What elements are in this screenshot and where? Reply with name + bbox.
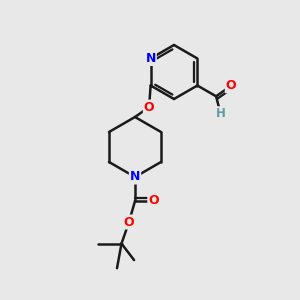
Text: N: N xyxy=(130,170,140,184)
Text: O: O xyxy=(226,79,236,92)
Text: O: O xyxy=(148,194,159,208)
Text: H: H xyxy=(216,107,226,120)
Text: O: O xyxy=(144,100,154,114)
Text: O: O xyxy=(124,215,134,229)
Text: N: N xyxy=(146,52,156,65)
